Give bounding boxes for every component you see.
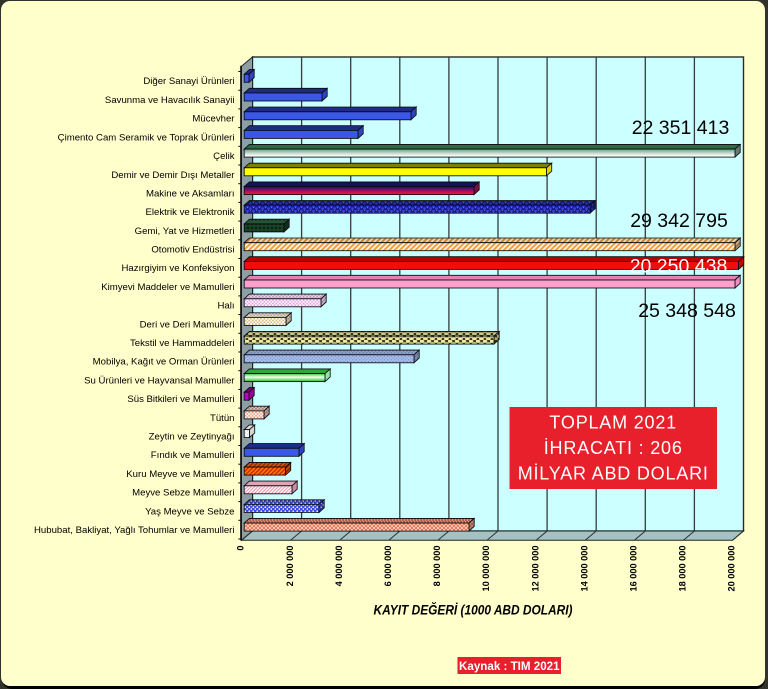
svg-text:Çimento Cam Seramik ve Toprak: Çimento Cam Seramik ve Toprak Ürünleri [58, 132, 235, 143]
svg-text:Savunma ve Havacılık Sanayii: Savunma ve Havacılık Sanayii [105, 95, 235, 106]
svg-text:Kimyevi Maddeler ve Mamulleri: Kimyevi Maddeler ve Mamulleri [101, 282, 234, 293]
svg-text:8 000 000: 8 000 000 [432, 546, 442, 587]
svg-text:Çelik: Çelik [213, 151, 235, 162]
svg-text:TOPLAM 2021: TOPLAM 2021 [549, 412, 677, 432]
svg-text:Tütün: Tütün [210, 413, 235, 424]
svg-text:Yaş Meyve ve Sebze: Yaş Meyve ve Sebze [145, 506, 234, 517]
svg-text:18 000 000: 18 000 000 [678, 546, 688, 592]
svg-text:Su Ürünleri ve Hayvansal Mamul: Su Ürünleri ve Hayvansal Mamuller [84, 375, 235, 386]
svg-text:Makine ve Aksamları: Makine ve Aksamları [146, 189, 235, 200]
svg-text:Zeytin ve Zeytinyağı: Zeytin ve Zeytinyağı [149, 432, 235, 443]
svg-text:Otomotiv Endüstrisi: Otomotiv Endüstrisi [151, 245, 234, 256]
svg-text:25 348 548: 25 348 548 [638, 300, 736, 322]
svg-text:Halı: Halı [217, 301, 234, 312]
svg-text:20 250 438: 20 250 438 [630, 255, 728, 277]
svg-text:29 342 795: 29 342 795 [630, 210, 728, 232]
svg-text:İHRACATI : 206: İHRACATI : 206 [544, 438, 683, 458]
svg-text:MİLYAR ABD DOLARI: MİLYAR ABD DOLARI [518, 463, 709, 483]
svg-text:Fındık ve Mamulleri: Fındık ve Mamulleri [151, 450, 235, 461]
svg-text:0: 0 [236, 546, 246, 551]
svg-text:2 000 000: 2 000 000 [285, 546, 295, 587]
svg-text:KAYIT DEĞERİ (1000 ABD DOLARI: KAYIT DEĞERİ (1000 ABD DOLARI) [374, 603, 573, 618]
svg-text:Tekstil ve Hammaddeleri: Tekstil ve Hammaddeleri [130, 338, 235, 349]
svg-text:12 000 000: 12 000 000 [530, 546, 540, 592]
svg-text:Süs Bitkileri ve Mamulleri: Süs Bitkileri ve Mamulleri [127, 394, 234, 405]
svg-text:Deri ve Deri Mamulleri: Deri ve Deri Mamulleri [140, 319, 235, 330]
svg-text:Demir ve Demir Dışı Metaller: Demir ve Demir Dışı Metaller [111, 170, 235, 181]
svg-text:14 000 000: 14 000 000 [579, 546, 589, 592]
svg-text:Mobilya, Kağıt ve Orman Ürünle: Mobilya, Kağıt ve Orman Ürünleri [93, 357, 235, 368]
svg-text:20 000 000: 20 000 000 [727, 546, 737, 592]
svg-text:6 000 000: 6 000 000 [383, 546, 393, 587]
svg-text:Hububat, Bakliyat, Yağlı Tohum: Hububat, Bakliyat, Yağlı Tohumlar ve Mam… [34, 525, 235, 536]
svg-text:Diğer Sanayi Ürünleri: Diğer Sanayi Ürünleri [143, 76, 234, 87]
svg-text:Mücevher: Mücevher [192, 114, 235, 125]
svg-text:22 351 413: 22 351 413 [632, 117, 730, 139]
svg-text:Kaynak : TIM 2021: Kaynak : TIM 2021 [459, 660, 560, 673]
svg-text:Elektrik ve Elektronik: Elektrik ve Elektronik [145, 207, 234, 218]
svg-text:10 000 000: 10 000 000 [481, 546, 491, 592]
svg-text:Kuru Meyve ve Mamulleri: Kuru Meyve ve Mamulleri [126, 469, 234, 480]
svg-text:Meyve Sebze Mamulleri: Meyve Sebze Mamulleri [132, 488, 234, 499]
svg-text:Gemi, Yat ve Hizmetleri: Gemi, Yat ve Hizmetleri [135, 226, 235, 237]
svg-text:4 000 000: 4 000 000 [334, 546, 344, 587]
svg-text:Hazırgiyim ve Konfeksiyon: Hazırgiyim ve Konfeksiyon [121, 263, 234, 274]
svg-text:16 000 000: 16 000 000 [629, 546, 639, 592]
